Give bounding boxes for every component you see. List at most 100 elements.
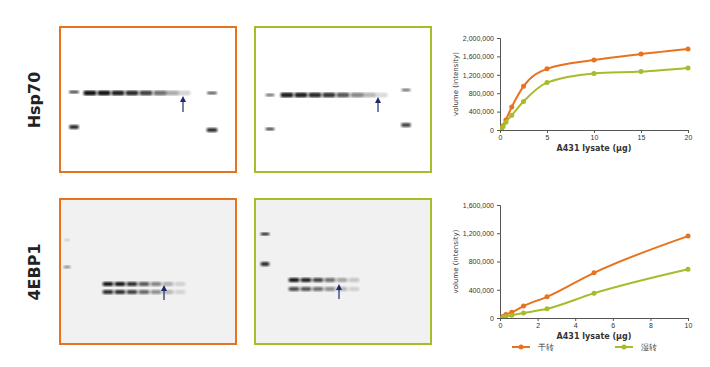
blot-band <box>103 290 114 294</box>
blot-band <box>301 287 312 291</box>
blot-band <box>301 278 312 282</box>
tick: 4 <box>574 318 578 329</box>
series-line <box>503 269 688 317</box>
blot-band <box>309 93 322 98</box>
series-point <box>545 80 550 85</box>
tick-label: 1,200,000 <box>463 230 494 237</box>
blot-band <box>289 287 300 291</box>
series-line <box>501 68 688 129</box>
series-point <box>686 65 691 70</box>
series-point <box>592 270 597 275</box>
tick-label: 20 <box>685 134 693 141</box>
tick-label: 15 <box>638 134 646 141</box>
tick: 2 <box>536 318 540 329</box>
blot-band <box>64 266 71 269</box>
series-line <box>501 49 688 128</box>
tick-label: 10 <box>591 134 599 141</box>
tick: 2,000,000 <box>463 35 500 42</box>
series-point <box>639 52 644 57</box>
tick-mark <box>641 130 642 133</box>
tick-label: 4 <box>574 322 578 329</box>
blot-band <box>337 93 350 98</box>
axis: 0400,000800,0001,200,0001,600,0002,000,0… <box>463 35 501 134</box>
blot-band <box>115 282 126 286</box>
tick-label: 0 <box>490 127 494 134</box>
tick: 400,000 <box>469 108 500 115</box>
y-axis-title: volume (intensity) <box>452 229 460 293</box>
blot-band <box>325 287 336 291</box>
tick-label: 5 <box>546 134 550 141</box>
tick-mark <box>650 318 651 321</box>
tick-mark <box>500 318 501 321</box>
y-axis-title: volume (intensity) <box>452 52 460 116</box>
series-point <box>509 113 514 118</box>
blot-band <box>349 278 360 282</box>
tick-mark <box>500 130 501 133</box>
tick-label: 1,200,000 <box>463 72 494 79</box>
blot-band <box>175 282 186 286</box>
series-point <box>500 124 505 129</box>
blot-band <box>375 93 388 98</box>
plot-area <box>500 47 691 130</box>
blot-band <box>266 128 275 131</box>
blot-band <box>313 278 324 282</box>
series-point <box>509 105 514 110</box>
tick-label: 800,000 <box>469 90 494 97</box>
legend-item: 湿转 <box>615 343 657 352</box>
tick-mark <box>497 318 500 319</box>
legend-label: 干转 <box>538 343 554 352</box>
blot-band <box>295 93 308 98</box>
tick: 20 <box>685 130 693 141</box>
blot-band <box>337 287 348 291</box>
blot-band <box>127 282 138 286</box>
series-point <box>521 99 526 104</box>
blot-band <box>103 282 114 286</box>
blot-band <box>178 91 191 96</box>
blot-band <box>64 239 70 241</box>
blot-frame <box>60 199 236 344</box>
blot-band <box>402 89 411 92</box>
blot-band <box>207 92 217 95</box>
blot-band <box>139 290 150 294</box>
series-point <box>503 314 508 318</box>
blot-band <box>84 91 97 96</box>
tick-mark <box>497 233 500 234</box>
blot-arrow <box>338 287 339 299</box>
tick: 5 <box>546 130 550 141</box>
tick-label: 6 <box>611 322 615 329</box>
tick: 8 <box>649 318 653 329</box>
blot-frame <box>60 27 236 172</box>
series-point <box>503 120 508 125</box>
blot-band <box>69 91 79 94</box>
tick-mark <box>497 130 500 131</box>
blot-frame <box>255 27 431 172</box>
legend-swatch-marker <box>519 345 524 350</box>
tick: 0 <box>499 318 503 329</box>
tick: 800,000 <box>469 258 500 265</box>
figure: Hsp704EBP10400,000800,0001,200,0001,600,… <box>0 0 710 367</box>
blot-band <box>112 91 125 96</box>
tick-mark <box>688 130 689 133</box>
blot-frame <box>255 199 431 344</box>
tick-label: 8 <box>649 322 653 329</box>
tick: 0 <box>490 127 500 134</box>
blot-band <box>175 290 186 294</box>
x-axis-title: A431 lysate (µg) <box>557 332 632 341</box>
tick-mark <box>497 205 500 206</box>
series-point <box>639 69 644 74</box>
series-point <box>592 291 597 296</box>
series-line <box>503 236 688 317</box>
blot-band <box>313 287 324 291</box>
series-point <box>509 313 514 318</box>
blot-arrow <box>377 100 378 112</box>
tick-label: 1,600,000 <box>463 202 494 209</box>
blot-band <box>281 93 294 98</box>
x-axis-title: A431 lysate (µg) <box>557 144 632 153</box>
legend-label: 湿转 <box>641 343 657 352</box>
tick: 10 <box>591 130 599 141</box>
blot-band <box>351 93 364 98</box>
tick-mark <box>497 75 500 76</box>
tick-label: 10 <box>685 322 693 329</box>
axis-line <box>497 206 501 319</box>
series-point <box>545 66 550 71</box>
